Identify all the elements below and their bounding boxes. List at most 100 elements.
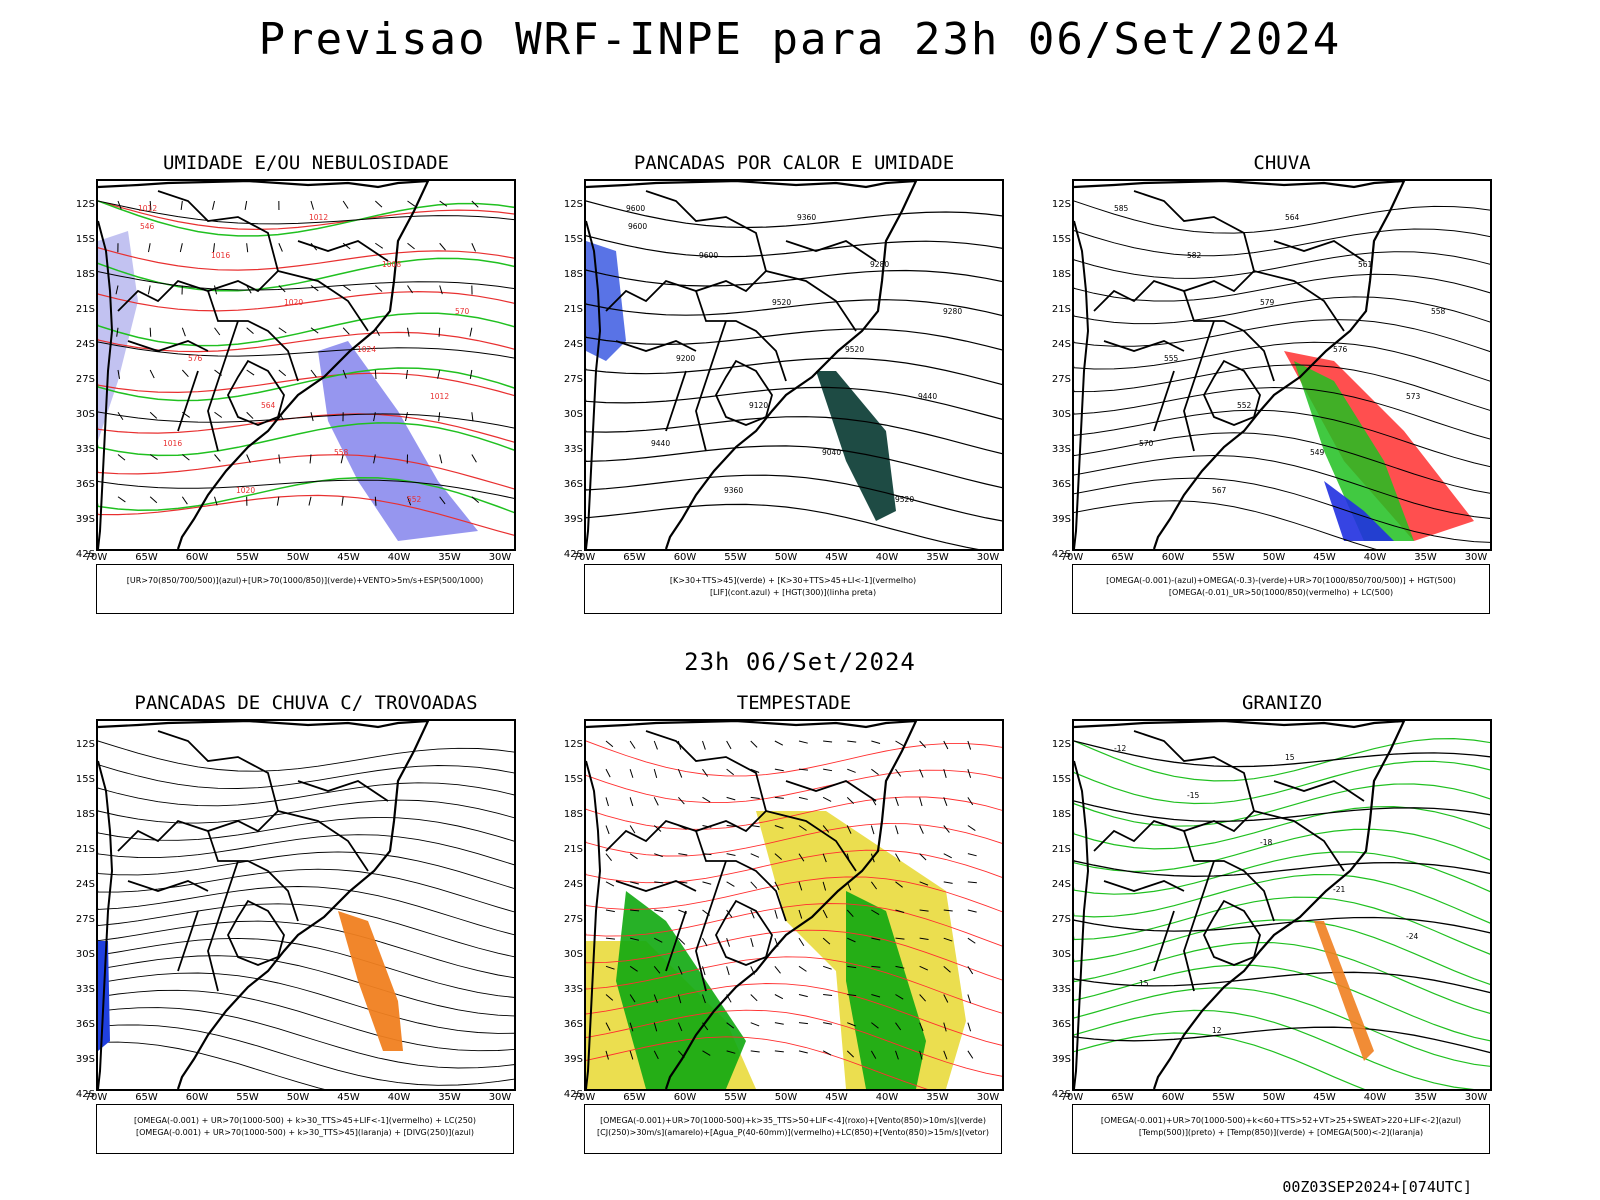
lon-tick-label: 70W	[84, 1092, 108, 1103]
wind-vector	[654, 853, 663, 858]
thickness-contour	[98, 200, 514, 231]
contour-label: 552	[407, 495, 422, 504]
temp850-contour	[1074, 941, 1490, 1014]
lat-tick-label: 39S	[75, 514, 95, 525]
lat-tick-label: 30S	[563, 949, 583, 960]
wind-vector	[895, 881, 903, 888]
streamline	[98, 851, 514, 889]
wind-vector	[726, 768, 735, 776]
state-border	[785, 780, 877, 802]
thickness-contour	[98, 494, 514, 536]
lon-tick-label: 50W	[286, 1092, 310, 1103]
state-border	[1103, 340, 1185, 352]
state-border	[207, 290, 299, 382]
wind-vector	[846, 796, 855, 804]
wind-vector	[702, 881, 712, 885]
wind-vector	[750, 994, 758, 1002]
lon-tick-label: 30W	[976, 1092, 1000, 1103]
wind-vector	[147, 243, 151, 253]
contour-label: 546	[140, 222, 155, 231]
coastline	[98, 181, 430, 549]
hgt300-contour	[586, 328, 1002, 351]
wind-vector	[847, 994, 857, 997]
contour-label: -24	[1406, 932, 1418, 941]
state-border	[695, 860, 727, 992]
wind-vector	[629, 769, 634, 778]
wind-vector	[471, 243, 476, 252]
wind-vector	[630, 937, 639, 941]
lon-tick-label: 35W	[438, 552, 461, 563]
contour-label: 1012	[138, 204, 157, 213]
wind-vector	[149, 411, 158, 419]
wind-vector	[726, 1050, 736, 1054]
wind-vector	[310, 369, 317, 378]
wind-vector	[677, 966, 683, 975]
streamline	[98, 1024, 514, 1086]
lat-tick-label: 12S	[75, 739, 95, 750]
contour-label: 1016	[163, 439, 182, 448]
lon-tick-label: 70W	[1060, 1092, 1084, 1103]
wind-vector	[870, 1050, 877, 1059]
wind-vector	[702, 740, 706, 750]
wind-vector	[919, 1022, 924, 1032]
lat-tick-label: 27S	[1051, 914, 1071, 925]
lon-tick-label: 55W	[724, 1092, 747, 1103]
hgt500-contour	[1074, 500, 1377, 549]
hgt500-contour	[1074, 454, 1490, 519]
humidity-contour	[98, 422, 514, 457]
wind-vector	[678, 853, 688, 856]
wind-vector	[471, 412, 474, 422]
wind-vector	[702, 966, 706, 976]
streamline	[98, 920, 514, 979]
hgt500-contour	[1074, 364, 1490, 411]
wind-vector	[439, 200, 448, 207]
wind-vector	[117, 454, 126, 461]
thickness-contour	[98, 290, 514, 312]
lat-tick-label: 36S	[563, 1019, 583, 1030]
lat-tick-label: 36S	[1051, 1019, 1071, 1030]
wind-vector	[750, 909, 755, 919]
wind-vector	[605, 937, 616, 940]
wind-vector	[823, 740, 833, 743]
wind-vector	[653, 740, 658, 750]
wind-vector	[629, 740, 636, 749]
wind-vector	[630, 909, 640, 912]
contour-label: 9360	[724, 486, 743, 495]
wind-vector	[895, 1022, 902, 1031]
panel-tempestade: TEMPESTADE 12S 15S 18S 21S 24S 27S 30S 33S 36S 39S…	[524, 692, 1044, 1172]
wind-vector	[798, 994, 808, 998]
contour-label: 9200	[676, 354, 695, 363]
wind-vector	[798, 965, 807, 972]
wind-vector	[919, 881, 929, 886]
wind-vector	[702, 994, 706, 1004]
hgt300-contour	[586, 503, 979, 549]
state-border	[1093, 730, 1256, 852]
hgt300-contour	[586, 299, 1002, 317]
wind-vector	[214, 496, 218, 506]
lat-tick-label: 15S	[75, 774, 95, 785]
hgt300-contour	[586, 386, 1002, 420]
streamline	[98, 955, 514, 1017]
lon-tick-label: 65W	[1111, 1092, 1134, 1103]
lon-tick-label: 35W	[926, 552, 949, 563]
state-border	[615, 880, 697, 892]
panel-legend: [OMEGA(-0.001)+UR>70(1000-500)+k>35_TTS>…	[584, 1104, 1002, 1154]
wind-vector	[407, 496, 412, 506]
state-border	[226, 899, 285, 966]
wind-vector	[117, 369, 121, 379]
wind-vector	[702, 1050, 711, 1056]
wind-vector	[653, 994, 658, 1004]
contour-label: 1008	[382, 260, 401, 269]
wind-vector	[439, 496, 446, 505]
state-border	[714, 359, 773, 426]
state-border	[765, 270, 857, 332]
lat-tick-label: 33S	[1051, 444, 1071, 455]
contour-label: 9360	[797, 213, 816, 222]
wind-vector	[246, 285, 252, 294]
lat-tick-label: 33S	[563, 444, 583, 455]
wind-vector	[605, 853, 612, 862]
lon-tick-label: 40W	[1363, 1092, 1387, 1103]
coastline	[98, 220, 114, 549]
humidity-contour	[98, 257, 514, 292]
humidity-contour	[98, 476, 514, 514]
